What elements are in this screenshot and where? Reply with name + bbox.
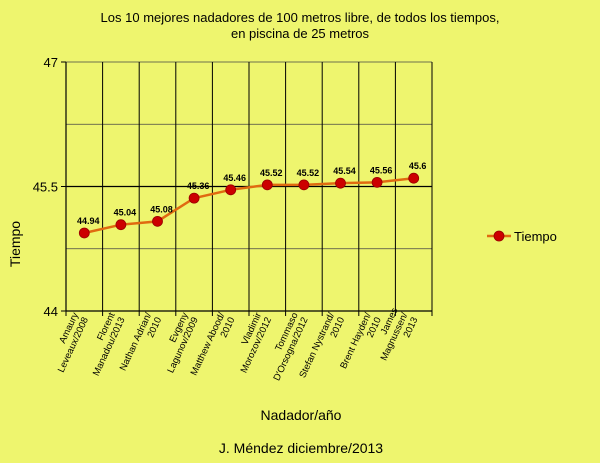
data-label: 44.94 [77, 216, 100, 226]
data-point [335, 177, 346, 189]
y-axis-title: Tiempo [7, 221, 23, 267]
data-point [371, 176, 383, 188]
y-tick-label: 45.5 [33, 180, 58, 195]
series-line [84, 176, 414, 235]
data-label: 45.52 [297, 168, 320, 178]
data-label: 45.36 [187, 181, 210, 191]
data-label: 45.52 [260, 168, 283, 178]
chart-footer: J. Méndez diciembre/2013 [219, 440, 383, 456]
data-point [261, 179, 273, 191]
data-label: 45.54 [333, 166, 356, 176]
data-label: 45.6 [409, 161, 427, 171]
y-tick-label: 47 [44, 55, 58, 70]
data-label: 45.08 [150, 204, 173, 214]
data-label: 45.56 [370, 165, 393, 175]
x-axis-title: Nadador/año [261, 407, 342, 423]
data-point [225, 184, 237, 196]
legend-marker [493, 230, 505, 242]
data-label: 45.04 [114, 208, 137, 218]
chart-title-line: Los 10 mejores nadadores de 100 metros l… [101, 10, 500, 25]
y-tick-label: 44 [44, 304, 58, 319]
data-label: 45.46 [223, 173, 246, 183]
data-point [298, 179, 310, 191]
data-point [152, 215, 163, 227]
data-point [408, 172, 420, 184]
data-point [188, 192, 200, 204]
data-point [115, 219, 127, 231]
data-point [78, 227, 90, 239]
chart-title-line: en piscina de 25 metros [231, 26, 370, 41]
legend-label: Tiempo [514, 229, 557, 244]
